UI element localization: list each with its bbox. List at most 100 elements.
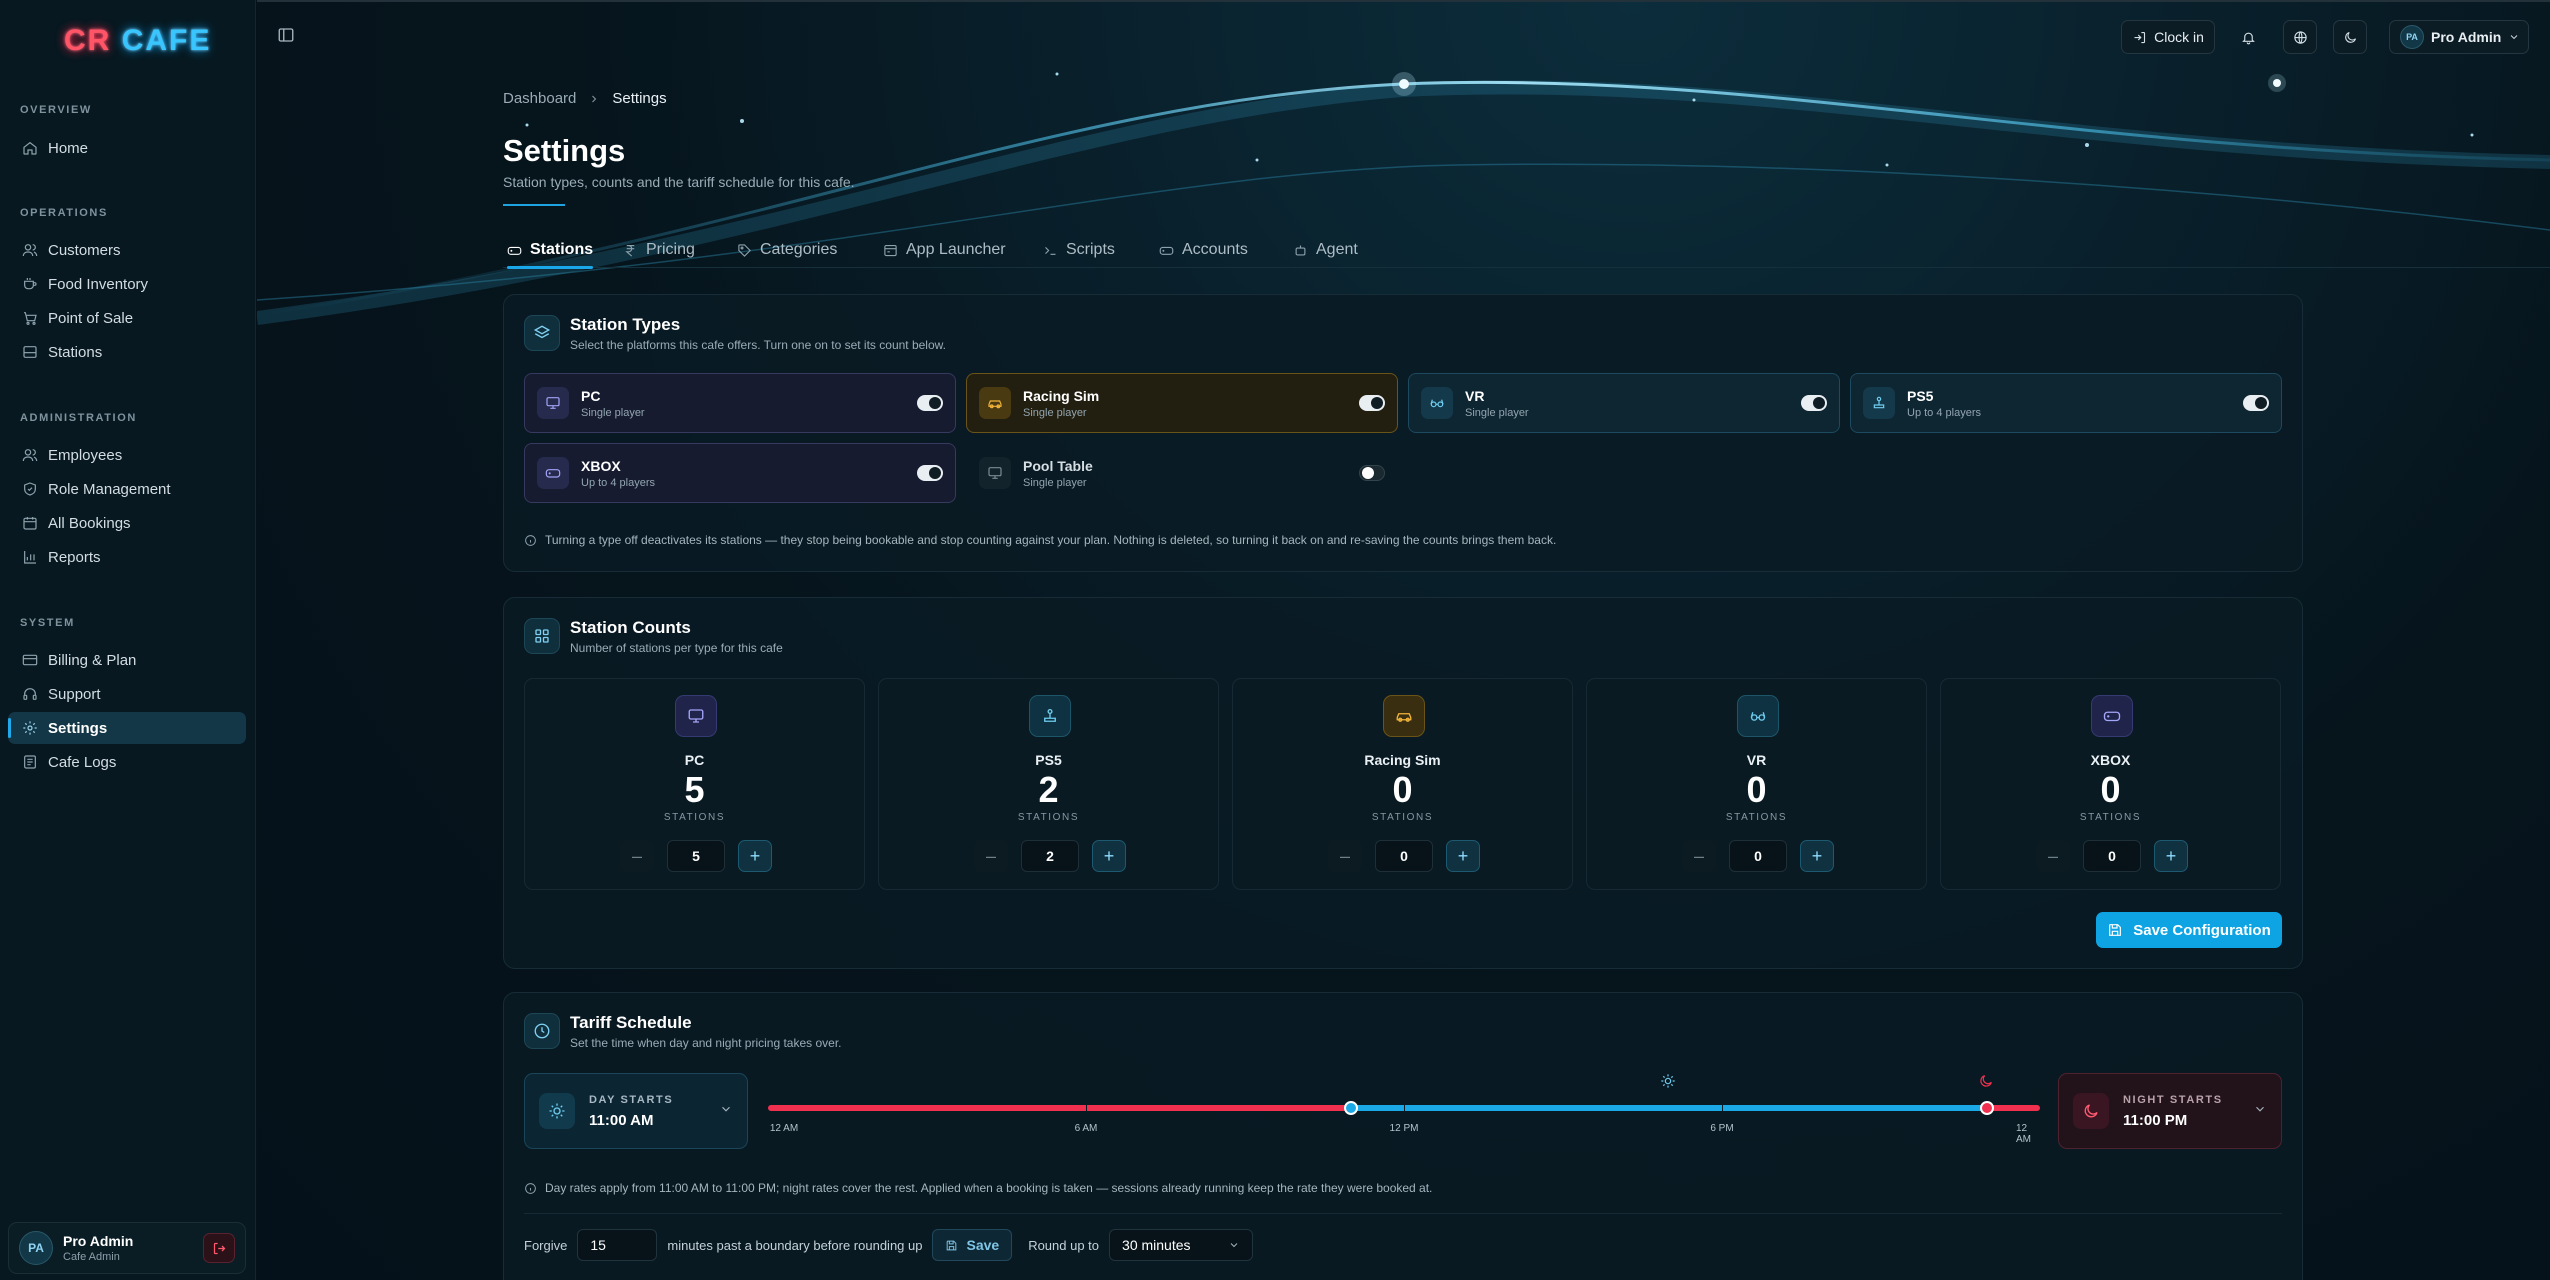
type-icon (979, 387, 1011, 419)
type-name: PC (581, 387, 601, 404)
increment-button[interactable]: + (2154, 840, 2188, 872)
count-tile-vr: VR 0 STATIONS – 0 + (1586, 678, 1927, 890)
station-type-vr[interactable]: VR Single player (1408, 373, 1840, 433)
tab-agent[interactable]: Agent (1293, 232, 1358, 268)
night-starts-label: NIGHT STARTS (2123, 1093, 2223, 1106)
timeline-label: 6 AM (1074, 1123, 1098, 1134)
sidebar-item-billing-plan[interactable]: Billing & Plan (8, 644, 246, 676)
tab-categories[interactable]: Categories (737, 232, 837, 268)
count-tile-pc: PC 5 STATIONS – 5 + (524, 678, 865, 890)
language-button[interactable] (2283, 20, 2317, 54)
sidebar-item-cafe-logs[interactable]: Cafe Logs (8, 746, 246, 778)
sidebar-item-label: Food Inventory (48, 275, 149, 293)
sidebar-item-label: Cafe Logs (48, 753, 117, 771)
count-unit: STATIONS (1017, 812, 1080, 823)
sidebar-item-label: Settings (48, 719, 108, 737)
save-rounding-button[interactable]: Save (932, 1229, 1013, 1261)
station-type-xbox[interactable]: XBOX Up to 4 players (524, 443, 956, 503)
sidebar-item-role-management[interactable]: Role Management (8, 473, 246, 505)
moon-icon (2084, 1104, 2098, 1118)
ps5-toggle[interactable] (2243, 395, 2269, 411)
sidebar-item-label: Point of Sale (48, 309, 134, 327)
sidebar-item-customers[interactable]: Customers (8, 234, 246, 266)
decrement-button[interactable]: – (1328, 840, 1362, 872)
decrement-button[interactable]: – (974, 840, 1008, 872)
station-type-racing-sim[interactable]: Racing Sim Single player (966, 373, 1398, 433)
pc-toggle[interactable] (917, 395, 943, 411)
xbox-toggle[interactable] (917, 465, 943, 481)
night-start-handle[interactable] (1980, 1101, 1994, 1115)
type-name: VR (1465, 387, 1485, 404)
count-input[interactable]: 2 (1021, 840, 1079, 872)
tab-pricing[interactable]: Pricing (623, 232, 695, 268)
sidebar-item-home[interactable]: Home (8, 132, 246, 164)
bell-icon (2241, 32, 2255, 44)
type-subtitle: Single player (1023, 406, 1087, 419)
pool-table-toggle[interactable] (1359, 465, 1385, 481)
clock-in-button[interactable]: Clock in (2121, 20, 2215, 54)
sidebar-user-card[interactable]: PA Pro Admin Cafe Admin (8, 1222, 246, 1274)
decrement-button[interactable]: – (620, 840, 654, 872)
day-start-handle[interactable] (1344, 1101, 1358, 1115)
save-icon (2109, 924, 2122, 936)
save-configuration-label: Save Configuration (2133, 921, 2271, 939)
timeline-label: 12 AM (2016, 1123, 2031, 1145)
night-segment (1987, 1105, 2040, 1111)
station-types-subtitle: Select the platforms this cafe offers. T… (570, 338, 946, 352)
count-icon (2091, 695, 2133, 737)
save-configuration-button[interactable]: Save Configuration (2096, 912, 2282, 948)
day-starts-select[interactable]: DAY STARTS 11:00 AM (524, 1073, 748, 1149)
breadcrumb-dashboard[interactable]: Dashboard (503, 90, 577, 107)
tariff-timeline[interactable]: 12 AM 6 AM 12 PM 6 PM 12 AM (768, 1071, 2040, 1151)
note-text: Turning a type off deactivates its stati… (545, 533, 1557, 547)
type-subtitle: Up to 4 players (581, 476, 655, 489)
count-name: PC (684, 752, 705, 768)
decrement-button[interactable]: – (1682, 840, 1716, 872)
vr-glasses-icon (1750, 712, 1766, 721)
increment-button[interactable]: + (1446, 840, 1480, 872)
racing-sim-toggle[interactable] (1359, 395, 1385, 411)
forgive-minutes-input[interactable]: 15 (577, 1229, 658, 1261)
count-input[interactable]: 5 (667, 840, 725, 872)
increment-button[interactable]: + (738, 840, 772, 872)
sidebar-item-support[interactable]: Support (8, 678, 246, 710)
vr-toggle[interactable] (1801, 395, 1827, 411)
title-accent-line (503, 204, 565, 206)
tab-label: App Launcher (906, 241, 1006, 258)
station-type-pc[interactable]: PC Single player (524, 373, 956, 433)
tab-accounts[interactable]: Accounts (1159, 232, 1248, 268)
sidebar-item-stations[interactable]: Stations (8, 336, 246, 368)
sidebar-item-employees[interactable]: Employees (8, 439, 246, 471)
station-type-ps5[interactable]: PS5 Up to 4 players (1850, 373, 2282, 433)
count-input[interactable]: 0 (1729, 840, 1787, 872)
cafe-logo[interactable]: CR CAFE (64, 24, 211, 58)
increment-button[interactable]: + (1092, 840, 1126, 872)
gamepad-icon (545, 469, 561, 478)
decrement-button[interactable]: – (2036, 840, 2070, 872)
increment-button[interactable]: + (1800, 840, 1834, 872)
count-input[interactable]: 0 (2083, 840, 2141, 872)
sidebar-item-settings[interactable]: Settings (8, 712, 246, 744)
tab-stations[interactable]: Stations (507, 232, 594, 269)
type-subtitle: Single player (1465, 406, 1529, 419)
tab-label: Pricing (646, 241, 695, 258)
station-type-pool-table[interactable]: Pool Table Single player (966, 443, 1398, 503)
theme-toggle-button[interactable] (2333, 20, 2367, 54)
tab-scripts[interactable]: Scripts (1043, 232, 1115, 268)
sidebar-item-all-bookings[interactable]: All Bookings (8, 507, 246, 539)
notifications-button[interactable] (2231, 20, 2265, 54)
sidebar-item-food-inventory[interactable]: Food Inventory (8, 268, 246, 300)
tariff-title: Tariff Schedule (570, 1013, 692, 1032)
sidebar-toggle-button[interactable] (277, 26, 295, 44)
night-starts-select[interactable]: NIGHT STARTS 11:00 PM (2058, 1073, 2282, 1149)
sidebar-item-reports[interactable]: Reports (8, 541, 246, 573)
sidebar-item-point-of-sale[interactable]: Point of Sale (8, 302, 246, 334)
user-menu-button[interactable]: PA Pro Admin (2389, 20, 2529, 54)
quantity-stepper: – 5 + (620, 840, 772, 872)
round-up-select[interactable]: 30 minutes (1109, 1229, 1254, 1261)
logout-button[interactable] (203, 1233, 235, 1263)
tab-app-launcher[interactable]: App Launcher (883, 232, 1006, 268)
round-up-label: Round up to (1028, 1237, 1100, 1253)
calendar-icon (23, 517, 37, 530)
count-input[interactable]: 0 (1375, 840, 1433, 872)
